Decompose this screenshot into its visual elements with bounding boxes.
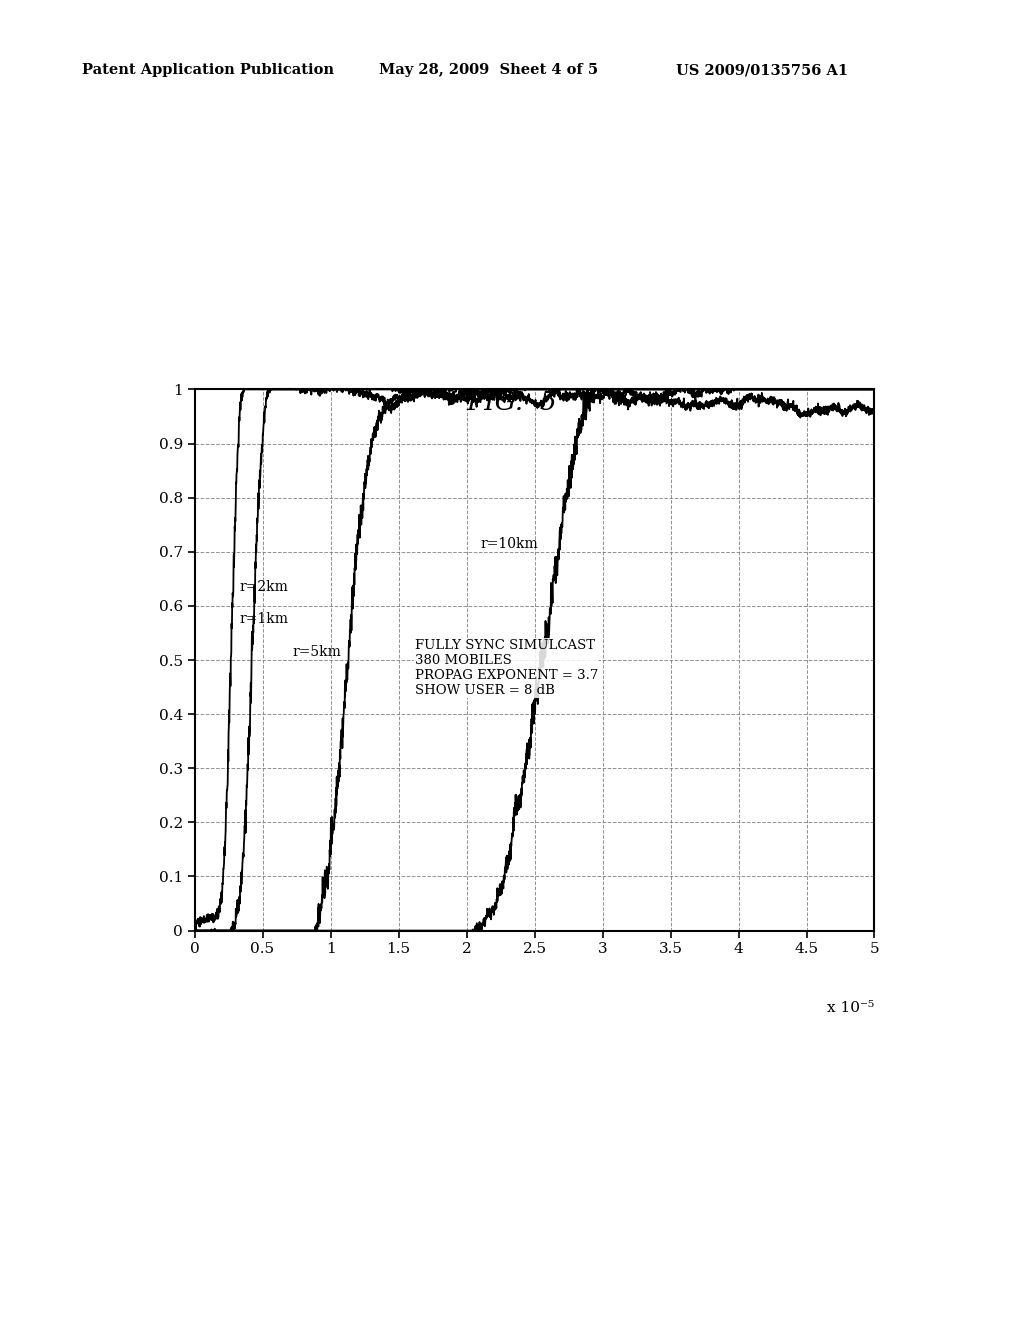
Text: r=1km: r=1km xyxy=(240,612,289,627)
Text: Patent Application Publication: Patent Application Publication xyxy=(82,63,334,78)
Text: FIG.  5: FIG. 5 xyxy=(467,391,557,414)
Text: FULLY SYNC SIMULCAST
380 MOBILES
PROPAG EXPONENT = 3.7
SHOW USER = 8 dB: FULLY SYNC SIMULCAST 380 MOBILES PROPAG … xyxy=(415,639,598,697)
Text: r=10km: r=10km xyxy=(480,537,538,550)
Text: US 2009/0135756 A1: US 2009/0135756 A1 xyxy=(676,63,848,78)
Text: r=5km: r=5km xyxy=(293,645,341,659)
Text: x 10⁻⁵: x 10⁻⁵ xyxy=(827,1001,874,1015)
Text: May 28, 2009  Sheet 4 of 5: May 28, 2009 Sheet 4 of 5 xyxy=(379,63,598,78)
Text: r=2km: r=2km xyxy=(240,579,289,594)
